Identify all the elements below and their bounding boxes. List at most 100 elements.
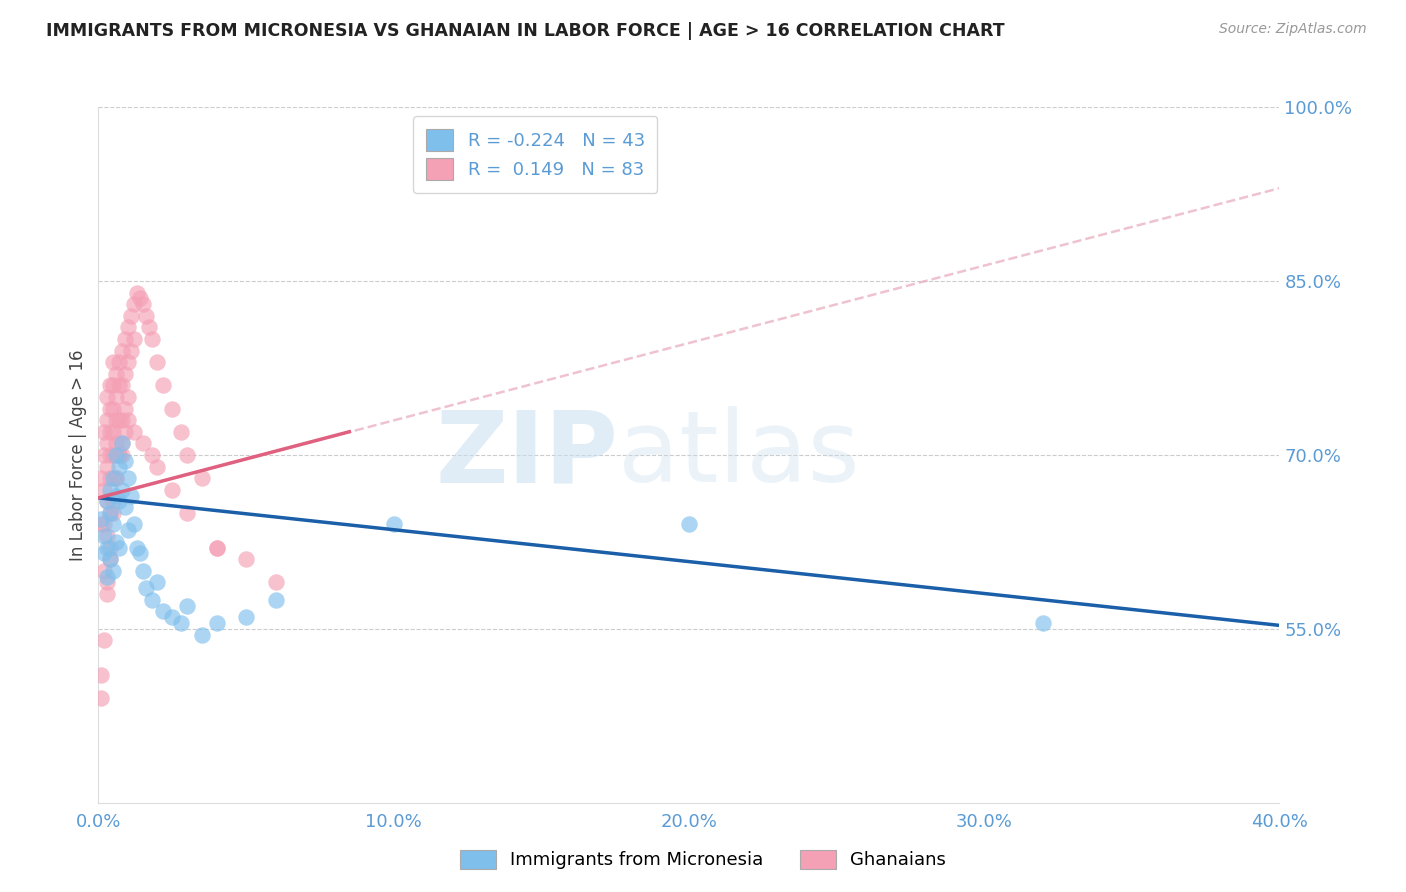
Point — [162, 483, 183, 497]
Point — [105, 535, 128, 549]
Point — [235, 552, 257, 566]
Point — [678, 517, 700, 532]
Point — [114, 332, 136, 346]
Point — [111, 436, 134, 450]
Point — [114, 454, 136, 468]
Point — [98, 506, 121, 520]
Text: atlas: atlas — [619, 407, 859, 503]
Point — [176, 599, 198, 613]
Point — [103, 448, 125, 462]
Point — [108, 413, 131, 427]
Point — [120, 489, 142, 503]
Point — [96, 541, 118, 555]
Point — [264, 575, 287, 590]
Point — [170, 425, 193, 439]
Point — [264, 593, 287, 607]
Point — [108, 459, 131, 474]
Point — [105, 390, 128, 404]
Point — [103, 425, 125, 439]
Point — [103, 378, 125, 392]
Text: Source: ZipAtlas.com: Source: ZipAtlas.com — [1219, 22, 1367, 37]
Point — [93, 633, 115, 648]
Point — [162, 610, 183, 624]
Point — [125, 285, 148, 300]
Point — [96, 436, 118, 450]
Legend: R = -0.224   N = 43, R =  0.149   N = 83: R = -0.224 N = 43, R = 0.149 N = 83 — [413, 116, 658, 193]
Point — [90, 517, 112, 532]
Point — [135, 309, 157, 323]
Point — [105, 471, 128, 485]
Point — [111, 378, 134, 392]
Point — [96, 413, 118, 427]
Point — [141, 332, 163, 346]
Point — [93, 517, 115, 532]
Point — [98, 471, 121, 485]
Text: IMMIGRANTS FROM MICRONESIA VS GHANAIAN IN LABOR FORCE | AGE > 16 CORRELATION CHA: IMMIGRANTS FROM MICRONESIA VS GHANAIAN I… — [46, 22, 1005, 40]
Point — [117, 523, 139, 537]
Point — [98, 401, 121, 416]
Point — [111, 343, 134, 358]
Point — [96, 570, 118, 584]
Point — [103, 494, 125, 508]
Point — [141, 448, 163, 462]
Point — [103, 401, 125, 416]
Point — [105, 367, 128, 381]
Point — [120, 343, 142, 358]
Point — [132, 436, 155, 450]
Point — [152, 378, 174, 392]
Point — [111, 448, 134, 462]
Point — [90, 691, 112, 706]
Point — [98, 552, 121, 566]
Point — [146, 355, 169, 369]
Point — [162, 401, 183, 416]
Point — [103, 355, 125, 369]
Point — [105, 413, 128, 427]
Point — [103, 517, 125, 532]
Point — [122, 297, 145, 311]
Y-axis label: In Labor Force | Age > 16: In Labor Force | Age > 16 — [69, 349, 87, 561]
Point — [170, 616, 193, 631]
Point — [111, 413, 134, 427]
Point — [96, 390, 118, 404]
Point — [235, 610, 257, 624]
Point — [90, 512, 112, 526]
Point — [96, 575, 118, 590]
Point — [105, 436, 128, 450]
Point — [191, 628, 214, 642]
Point — [103, 506, 125, 520]
Point — [141, 593, 163, 607]
Point — [96, 494, 118, 508]
Point — [108, 355, 131, 369]
Text: ZIP: ZIP — [436, 407, 619, 503]
Point — [111, 483, 134, 497]
Point — [117, 390, 139, 404]
Point — [125, 541, 148, 555]
Point — [90, 471, 112, 485]
Point — [111, 436, 134, 450]
Point — [96, 587, 118, 601]
Point — [205, 541, 228, 555]
Point — [117, 320, 139, 334]
Point — [122, 332, 145, 346]
Point — [122, 517, 145, 532]
Point — [132, 297, 155, 311]
Point — [114, 367, 136, 381]
Point — [117, 471, 139, 485]
Point — [108, 541, 131, 555]
Point — [105, 471, 128, 485]
Point — [93, 448, 115, 462]
Point — [93, 546, 115, 561]
Point — [90, 668, 112, 682]
Point — [114, 500, 136, 514]
Point — [176, 448, 198, 462]
Point — [138, 320, 160, 334]
Point — [114, 401, 136, 416]
Point — [1032, 616, 1054, 631]
Point — [205, 616, 228, 631]
Point — [114, 425, 136, 439]
Point — [176, 506, 198, 520]
Point — [93, 483, 115, 497]
Point — [105, 489, 128, 503]
Point — [108, 448, 131, 462]
Point — [98, 506, 121, 520]
